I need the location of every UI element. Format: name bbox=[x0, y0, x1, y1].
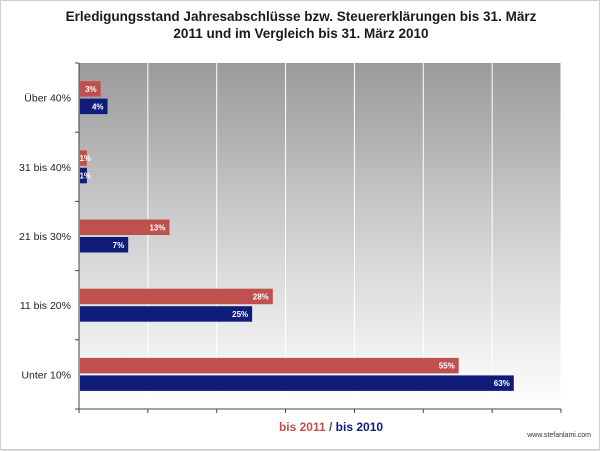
bar-value-label: 28% bbox=[253, 292, 269, 301]
category-label: 21 bis 30% bbox=[19, 231, 71, 243]
bar-value-label: 7% bbox=[113, 241, 125, 250]
grid-layer bbox=[147, 63, 562, 409]
category-labels: Über 40% 31 bis 40% 21 bis 30% 11 bis 20% Un… bbox=[19, 93, 71, 382]
legend-series-2011: bis 2011 bbox=[279, 420, 326, 434]
bar-2010 bbox=[80, 98, 108, 115]
watermark: www.stefanlami.com bbox=[526, 432, 591, 439]
legend-separator: / bbox=[326, 420, 336, 434]
category-label: Über 40% bbox=[24, 93, 71, 105]
chart-title-line-2: 2011 und im Vergleich bis 31. März 2010 bbox=[173, 26, 428, 41]
category-label: Unter 10% bbox=[21, 369, 71, 381]
bar-value-label: 4% bbox=[92, 102, 104, 111]
bar-2011 bbox=[80, 150, 87, 166]
bar-2011 bbox=[80, 219, 170, 235]
bar-2011 bbox=[80, 288, 273, 305]
plot-area bbox=[79, 63, 561, 409]
chart-title-line-1: Erledigungsstand Jahresabschlüsse bzw. S… bbox=[66, 9, 537, 24]
bar-2011 bbox=[80, 81, 101, 97]
bar-value-label: 13% bbox=[149, 223, 165, 232]
bar-value-label: 63% bbox=[494, 379, 510, 388]
bar-value-label: 1% bbox=[79, 154, 91, 163]
bar-2010 bbox=[80, 306, 253, 322]
bar-2010 bbox=[80, 375, 514, 391]
bar-2010 bbox=[80, 237, 129, 253]
axis-layer bbox=[75, 62, 562, 413]
bar-2011 bbox=[80, 357, 459, 374]
bars-layer: 3% 4% 1% 1% 13% 7% 28% 25% 55% 63% bbox=[79, 81, 514, 391]
legend: bis 2011 / bis 2010 bbox=[279, 420, 383, 434]
bar-2010 bbox=[80, 167, 87, 184]
bar-value-label: 25% bbox=[232, 310, 248, 319]
bar-value-label: 55% bbox=[439, 362, 455, 371]
legend-series-2010: bis 2010 bbox=[336, 420, 384, 434]
bar-value-label: 3% bbox=[85, 85, 97, 94]
category-label: 31 bis 40% bbox=[19, 162, 71, 174]
category-label: 11 bis 20% bbox=[20, 300, 71, 312]
bar-value-label: 1% bbox=[79, 172, 91, 181]
